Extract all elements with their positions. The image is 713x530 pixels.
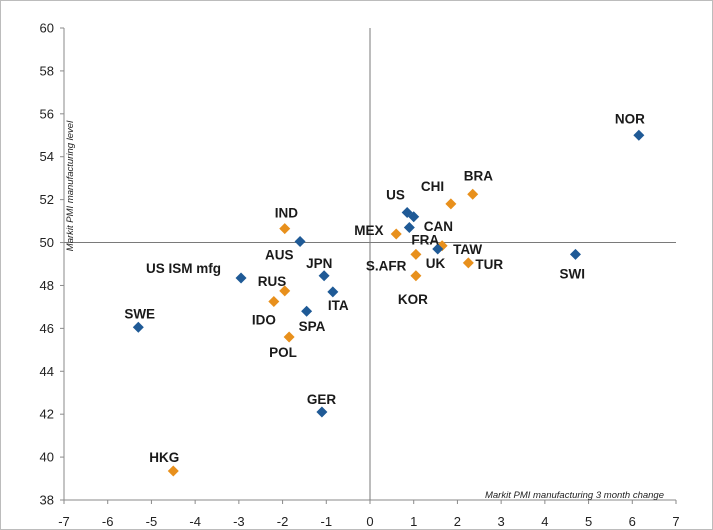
x-tick-label: -4 xyxy=(189,514,201,529)
y-tick-label: 60 xyxy=(40,21,54,36)
data-label-swi: SWI xyxy=(559,266,585,281)
data-point-bra xyxy=(467,188,479,200)
x-tick-label: -1 xyxy=(321,514,333,529)
data-point-spa xyxy=(301,305,313,317)
x-tick-label: 1 xyxy=(410,514,417,529)
data-point-ger xyxy=(316,406,328,418)
data-label-rus: RUS xyxy=(258,274,287,289)
x-tick-label: 0 xyxy=(366,514,373,529)
y-tick-label: 58 xyxy=(40,63,54,78)
x-tick-label: -3 xyxy=(233,514,245,529)
data-point-jpn xyxy=(318,270,330,282)
data-label-nor: NOR xyxy=(615,111,645,126)
data-label-fra: FRA xyxy=(411,233,439,248)
data-label-tur: TUR xyxy=(475,257,503,272)
data-point-tur xyxy=(462,257,474,269)
data-point-aus xyxy=(294,235,306,247)
x-tick-label: -2 xyxy=(277,514,289,529)
x-tick-label: 2 xyxy=(454,514,461,529)
data-label-ind: IND xyxy=(275,206,299,221)
data-point-kor xyxy=(410,270,422,282)
data-label-s-afr: S.AFR xyxy=(366,258,407,273)
y-tick-label: 46 xyxy=(40,321,54,336)
data-label-ger: GER xyxy=(307,392,337,407)
data-label-us-ism-mfg: US ISM mfg xyxy=(146,261,221,276)
data-label-can: CAN xyxy=(424,219,453,234)
data-label-taw: TAW xyxy=(453,242,482,257)
x-tick-label: 3 xyxy=(498,514,505,529)
data-label-us: US xyxy=(386,188,405,203)
data-point-hkg xyxy=(167,465,179,477)
data-point-ido xyxy=(268,296,280,308)
data-point-ita xyxy=(327,286,339,298)
data-point-mex xyxy=(390,228,402,240)
data-label-pol: POL xyxy=(269,345,297,360)
y-axis-title: Markit PMI manufacturing level xyxy=(65,120,76,251)
data-label-uk: UK xyxy=(426,256,446,271)
x-axis-title: Markit PMI manufacturing 3 month change xyxy=(485,490,664,501)
x-tick-label: 7 xyxy=(672,514,679,529)
y-tick-label: 54 xyxy=(40,149,54,164)
data-label-aus: AUS xyxy=(265,247,294,262)
y-tick-label: 44 xyxy=(40,364,54,379)
data-label-chi: CHI xyxy=(421,179,444,194)
data-point-chi xyxy=(445,198,457,210)
x-tick-label: -6 xyxy=(102,514,114,529)
x-tick-label: 4 xyxy=(541,514,548,529)
data-point-swe xyxy=(132,321,144,333)
y-tick-label: 56 xyxy=(40,106,54,121)
data-points xyxy=(132,129,645,477)
y-tick-label: 42 xyxy=(40,407,54,422)
data-label-spa: SPA xyxy=(299,319,326,334)
data-point-nor xyxy=(633,129,645,141)
data-label-swe: SWE xyxy=(124,306,155,321)
y-tick-label: 52 xyxy=(40,192,54,207)
y-tick-label: 40 xyxy=(40,450,54,465)
data-label-hkg: HKG xyxy=(149,450,179,465)
axes xyxy=(63,28,676,501)
data-point-uk xyxy=(432,243,444,255)
data-point-rus xyxy=(279,285,291,297)
data-label-kor: KOR xyxy=(398,292,428,307)
data-point-s-afr xyxy=(410,248,422,260)
data-point-fra xyxy=(403,222,415,234)
y-tick-label: 50 xyxy=(40,235,54,250)
data-label-mex: MEX xyxy=(354,223,383,238)
x-tick-label: -7 xyxy=(58,514,70,529)
data-point-pol xyxy=(283,331,295,343)
data-labels: NOR BRA CHI US CAN MEX FRA TAW UK S.AFR KOR TUR SWI I… xyxy=(124,111,645,465)
data-label-bra: BRA xyxy=(464,168,493,183)
y-tick-label: 48 xyxy=(40,278,54,293)
data-label-ita: ITA xyxy=(328,298,349,313)
data-label-ido: IDO xyxy=(252,313,276,328)
x-tick-label: 5 xyxy=(585,514,592,529)
x-tick-label: 6 xyxy=(629,514,636,529)
y-tick-label: 38 xyxy=(40,493,54,508)
data-point-can xyxy=(408,211,420,223)
data-point-ind xyxy=(279,223,291,235)
x-tick-label: -5 xyxy=(146,514,158,529)
data-label-jpn: JPN xyxy=(306,256,332,271)
data-point-us-ism-mfg xyxy=(235,272,247,284)
data-point-swi xyxy=(569,248,581,260)
